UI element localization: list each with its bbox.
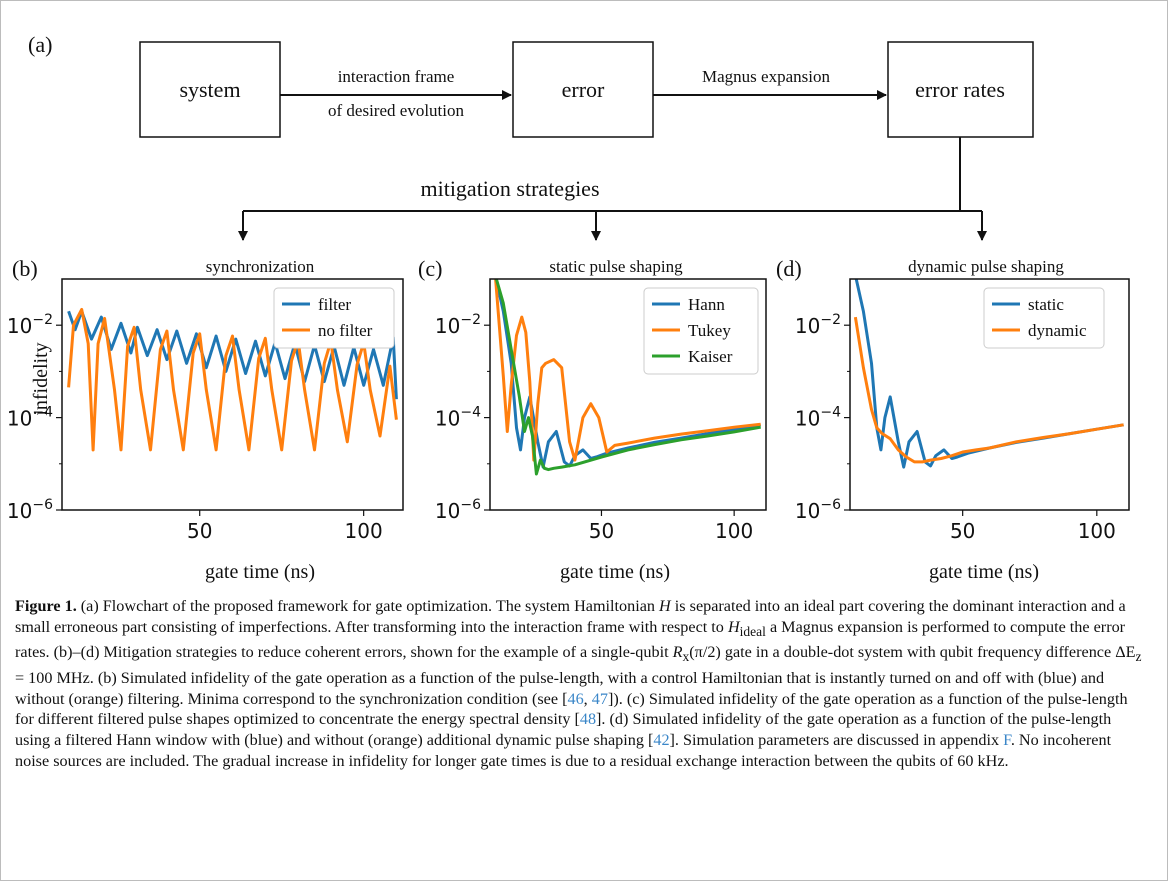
caption-ref-sep: , [583,689,592,708]
caption-dez: ΔE [1115,643,1136,662]
panel-label-d: (d) [776,256,802,281]
box-error [512,41,654,138]
caption-text-5: = 100 MHz. (b) Simulated infidelity of t… [15,669,1105,708]
series-line-kaiser [494,279,761,476]
panel-b-title: synchronization [206,257,315,276]
appendix-f-link[interactable]: F [1003,731,1011,750]
caption-text-8: ]. Simulation parameters are discussed i… [669,731,1004,750]
panel-c-xlabel: gate time (ns) [560,561,670,583]
ref-48-link[interactable]: 48 [579,710,597,729]
ref-47-link[interactable]: 47 [591,689,608,708]
caption-text-9: . No incoherent noise sources are includ… [15,731,1112,770]
ref-46-link[interactable]: 46 [567,689,584,708]
plot-area-frame [849,278,1130,511]
legend-label: Kaiser [688,347,733,366]
legend-label: no filter [318,321,373,340]
arrow1-label-line2: of desired evolution [328,101,464,120]
y-tick-label: 10−6 [795,497,841,523]
mitigation-label: mitigation strategies [420,176,599,201]
y-tick-label: 10−4 [7,405,53,431]
legend-label: filter [318,295,351,314]
caption-gate: R [672,643,683,662]
x-tick-label: 100 [345,519,383,543]
arrow1-label-line1: interaction frame [338,67,455,86]
box-system [139,41,281,138]
caption-label: Figure 1. [15,597,77,615]
panel-b-ylabel: infidelity [30,342,52,415]
panel-d-xlabel: gate time (ns) [929,561,1039,583]
panel-label-c: (c) [418,256,442,281]
panel-b-xlabel: gate time (ns) [205,561,315,583]
caption-text-1: (a) Flowchart of the proposed framework … [76,597,660,615]
ref-42-link[interactable]: 42 [653,731,670,750]
caption-dez-sub: z [1135,649,1142,665]
legend-label: Hann [688,295,725,314]
series-line-hann [494,279,761,469]
panel-b: (b) synchronization infidelity gate time… [7,256,404,583]
x-tick-label: 100 [715,519,753,543]
y-tick-label: 10−6 [435,497,481,523]
caption-symbol-hideal-sub: ideal [739,623,766,639]
caption-symbol-h: H [659,597,671,615]
y-tick-label: 10−4 [435,405,481,431]
legend-label: static [1028,295,1064,314]
box-error-rates-label: error rates [915,77,1005,102]
series-line-dynamic [853,316,1124,464]
caption-text-6: ]). (c) Simulated infidelity of the gate… [15,689,1128,729]
panel-d: (d) dynamic pulse shaping gate time (ns)… [776,256,1130,583]
legend-box [643,287,759,375]
legend-label: dynamic [1028,321,1087,340]
box-error-label: error [562,77,605,102]
caption-gate-arg: (π/2) [689,643,721,662]
series-line-tukey [494,279,761,462]
panel-c-title: static pulse shaping [549,257,683,276]
caption-symbol-hideal: H [727,617,740,636]
panel-label-a: (a) [28,32,52,57]
series-line-no-filter [67,307,398,452]
box-error-rates [887,41,1034,138]
panel-c: (c) static pulse shaping gate time (ns) … [418,256,767,583]
panel-label-b: (b) [12,256,38,281]
caption-text-7: ]. (d) Simulated infidelity of the gate … [15,710,1112,750]
x-tick-label: 100 [1078,519,1116,543]
y-tick-label: 10−2 [7,312,53,338]
flowchart: (a) system error error rates interaction… [28,32,1034,241]
y-tick-label: 10−4 [795,405,841,431]
plot-area-frame [61,278,404,511]
y-tick-label: 10−2 [435,312,481,338]
box-system-label: system [179,77,240,102]
series-line-filter [67,309,398,400]
legend-label: Tukey [688,321,731,340]
panel-d-title: dynamic pulse shaping [908,257,1064,276]
figure-canvas: (a) system error error rates interaction… [7,32,1130,583]
caption-text-2: is separated into an ideal part covering… [15,597,1126,636]
arrow2-label: Magnus expansion [702,67,830,86]
y-tick-label: 10−6 [7,497,53,523]
x-tick-label: 50 [187,519,212,543]
x-tick-label: 50 [950,519,975,543]
figure-caption: Figure 1. (a) Flowchart of the proposed … [15,596,1145,771]
x-tick-label: 50 [589,519,614,543]
plot-area-frame [489,278,767,511]
caption-text-4: gate in a double-dot system with qubit f… [720,643,1116,662]
y-tick-label: 10−2 [795,312,841,338]
caption-gate-sub: x [682,649,690,665]
caption-text-3: a Magnus expansion is performed to compu… [15,617,1126,662]
